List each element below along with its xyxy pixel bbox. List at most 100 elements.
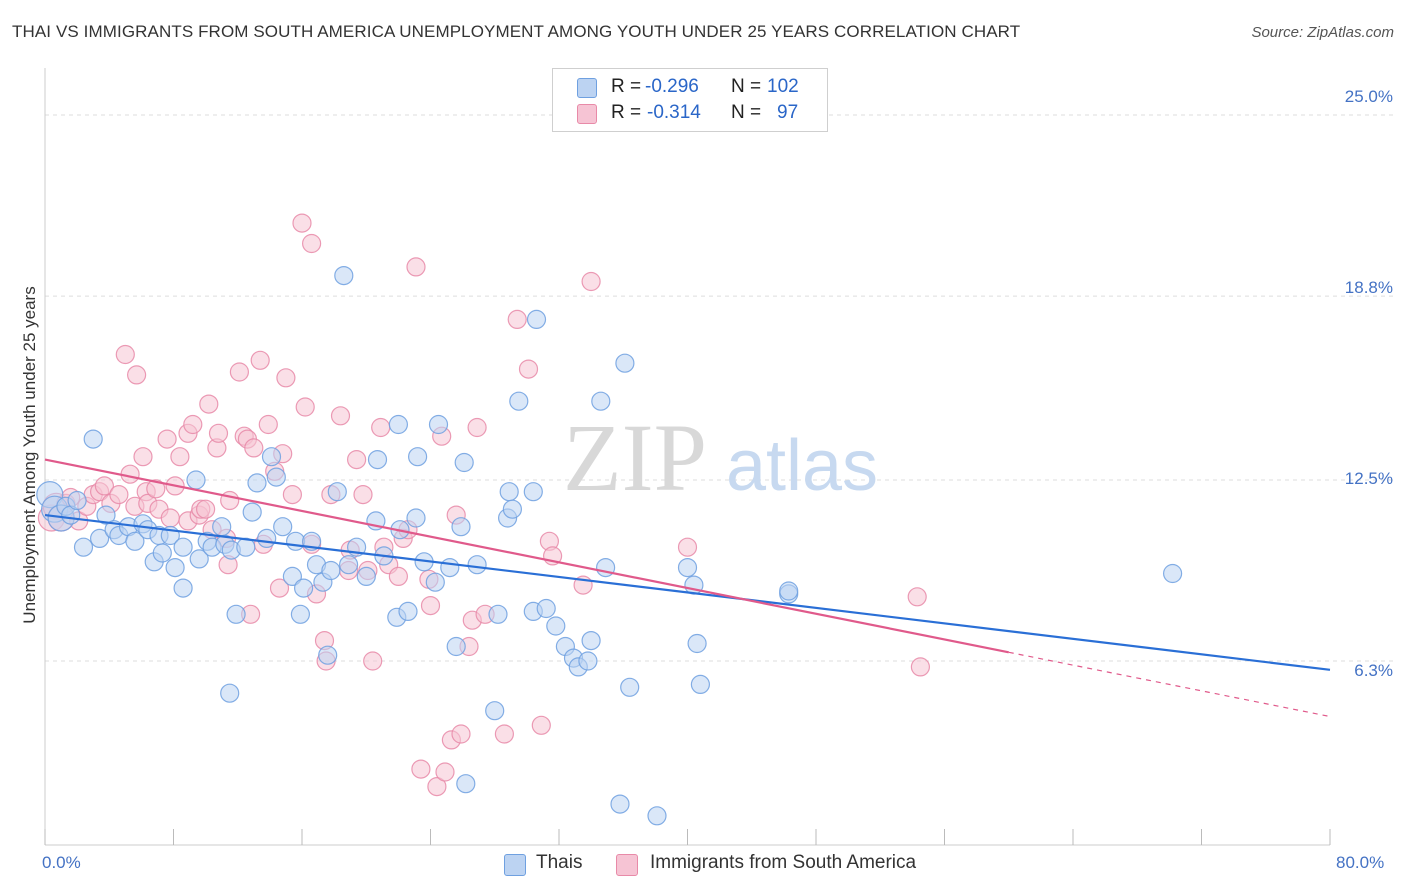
y-tick-label-25: 25.0% bbox=[1344, 87, 1393, 106]
n-value-immigrants: 97 bbox=[777, 102, 799, 123]
thais-point bbox=[502, 499, 523, 519]
thais-point bbox=[523, 482, 543, 502]
immigrants-point bbox=[160, 508, 180, 528]
watermark-atlas: atlas bbox=[726, 426, 878, 506]
immigrants-point bbox=[295, 397, 315, 417]
immigrants-point bbox=[157, 429, 177, 449]
thais-point bbox=[83, 429, 103, 449]
thais-point bbox=[226, 604, 246, 624]
thais-point bbox=[189, 549, 209, 569]
immigrants-point bbox=[196, 499, 216, 519]
thais-point bbox=[257, 528, 277, 549]
thais-point bbox=[615, 353, 635, 373]
immigrants-point bbox=[258, 414, 278, 435]
thais-point bbox=[125, 531, 145, 551]
thais-point bbox=[467, 555, 487, 575]
immigrants-point bbox=[250, 350, 270, 370]
thais-point bbox=[451, 517, 471, 537]
thais-point bbox=[1162, 563, 1183, 584]
immigrants-trend-extension bbox=[1008, 651, 1331, 718]
grid-lines bbox=[45, 114, 1395, 662]
y-tick-label-6-3: 6.3% bbox=[1354, 661, 1393, 680]
y-tick-label-18-8: 18.8% bbox=[1344, 278, 1393, 297]
thais-point bbox=[290, 604, 310, 624]
thais-point bbox=[406, 508, 426, 528]
thais-point bbox=[526, 309, 547, 329]
thais-point bbox=[242, 502, 262, 522]
immigrants-point bbox=[183, 414, 203, 435]
thais-point bbox=[73, 537, 94, 557]
thais-point bbox=[67, 490, 87, 511]
r-label: R = bbox=[611, 102, 642, 123]
thais-point bbox=[428, 414, 449, 435]
thais-point bbox=[509, 391, 529, 411]
immigrants-point bbox=[420, 595, 441, 616]
immigrants-point bbox=[199, 394, 219, 414]
immigrants-point bbox=[531, 715, 551, 735]
thais-point bbox=[173, 578, 193, 598]
immigrants-point bbox=[330, 406, 351, 426]
immigrants-trend-line bbox=[44, 458, 1009, 654]
thais-trend-line bbox=[44, 513, 1331, 671]
stats-legend: R = -0.296 N = 102 R = -0.314 N = 97 bbox=[552, 68, 828, 132]
chart-title: THAI VS IMMIGRANTS FROM SOUTH AMERICA UN… bbox=[12, 22, 1021, 41]
thais-point bbox=[367, 450, 388, 470]
thais-point bbox=[388, 414, 408, 435]
immigrants-point bbox=[94, 476, 115, 496]
immigrants-point bbox=[581, 271, 601, 292]
thais-point bbox=[687, 633, 707, 654]
thais-point bbox=[446, 636, 466, 657]
immigrants-point bbox=[146, 479, 166, 499]
thais-point bbox=[339, 555, 359, 575]
immigrants-point bbox=[133, 447, 153, 467]
thais-point bbox=[96, 505, 116, 525]
immigrants-point bbox=[411, 759, 431, 779]
thais-point bbox=[677, 557, 698, 578]
watermark: ZIP atlas bbox=[563, 404, 878, 511]
immigrants-point bbox=[677, 537, 698, 557]
thais-point bbox=[408, 447, 428, 467]
y-tick-label-12-5: 12.5% bbox=[1344, 469, 1393, 488]
thais-point bbox=[186, 470, 206, 490]
thais-point bbox=[647, 806, 667, 826]
thais-swatch bbox=[577, 78, 597, 98]
watermark-zip: ZIP bbox=[563, 404, 707, 511]
thais-point bbox=[261, 447, 282, 467]
thais-point bbox=[89, 528, 110, 549]
thais-point bbox=[273, 517, 293, 537]
immigrants-point bbox=[451, 724, 471, 744]
thais-point bbox=[152, 543, 172, 563]
thais-point bbox=[318, 645, 338, 665]
thais-point bbox=[327, 482, 347, 502]
immigrants-point bbox=[244, 438, 264, 458]
immigrants-point bbox=[115, 344, 135, 365]
immigrants-point bbox=[347, 450, 367, 470]
immigrants-point bbox=[127, 365, 147, 385]
thais-point bbox=[779, 581, 799, 601]
thais-point bbox=[440, 557, 460, 578]
thais-point bbox=[425, 572, 445, 592]
thais-point bbox=[321, 560, 341, 581]
r-value-immigrants: -0.314 bbox=[647, 102, 701, 123]
thais-point bbox=[591, 391, 611, 411]
thais-point bbox=[286, 531, 306, 551]
trend-lines bbox=[44, 458, 1331, 718]
thais-point bbox=[610, 794, 630, 814]
thais-point bbox=[546, 616, 566, 636]
thais-point bbox=[690, 674, 711, 695]
immigrants-point bbox=[427, 776, 447, 797]
immigrants-point bbox=[371, 417, 391, 438]
r-label: R = bbox=[611, 76, 642, 97]
thais-point bbox=[356, 566, 376, 587]
thais-point bbox=[620, 677, 640, 697]
immigrants-point bbox=[292, 213, 312, 233]
thais-point bbox=[282, 566, 302, 587]
n-label: N = bbox=[731, 76, 762, 97]
immigrants-point bbox=[494, 724, 514, 744]
thais-point bbox=[334, 266, 354, 286]
thais-point bbox=[398, 601, 418, 622]
immigrants-point bbox=[269, 578, 290, 598]
legend-label-immigrants: Immigrants from South America bbox=[650, 852, 917, 873]
thais-point bbox=[247, 473, 267, 493]
